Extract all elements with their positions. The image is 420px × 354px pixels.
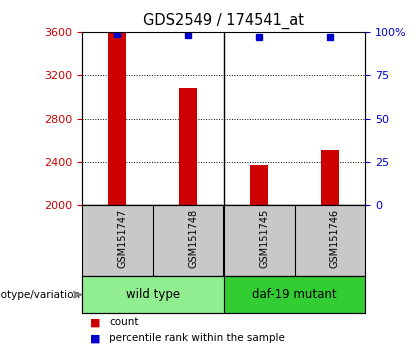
Text: GSM151746: GSM151746 — [330, 209, 340, 268]
Text: wild type: wild type — [126, 288, 180, 301]
Bar — [224, 276, 365, 313]
Text: percentile rank within the sample: percentile rank within the sample — [109, 333, 285, 343]
Text: GSM151745: GSM151745 — [259, 209, 269, 268]
Text: genotype/variation: genotype/variation — [0, 290, 81, 300]
Text: count: count — [109, 318, 139, 327]
Bar — [321, 150, 339, 205]
Text: daf-19 mutant: daf-19 mutant — [252, 288, 337, 301]
Bar — [82, 276, 224, 313]
Text: ■: ■ — [90, 333, 104, 343]
Bar — [250, 165, 268, 205]
Text: GSM151748: GSM151748 — [188, 209, 198, 268]
Text: GSM151747: GSM151747 — [117, 209, 127, 268]
Bar — [108, 32, 126, 205]
Text: ■: ■ — [90, 318, 104, 327]
Title: GDS2549 / 174541_at: GDS2549 / 174541_at — [143, 13, 304, 29]
Bar — [179, 88, 197, 205]
